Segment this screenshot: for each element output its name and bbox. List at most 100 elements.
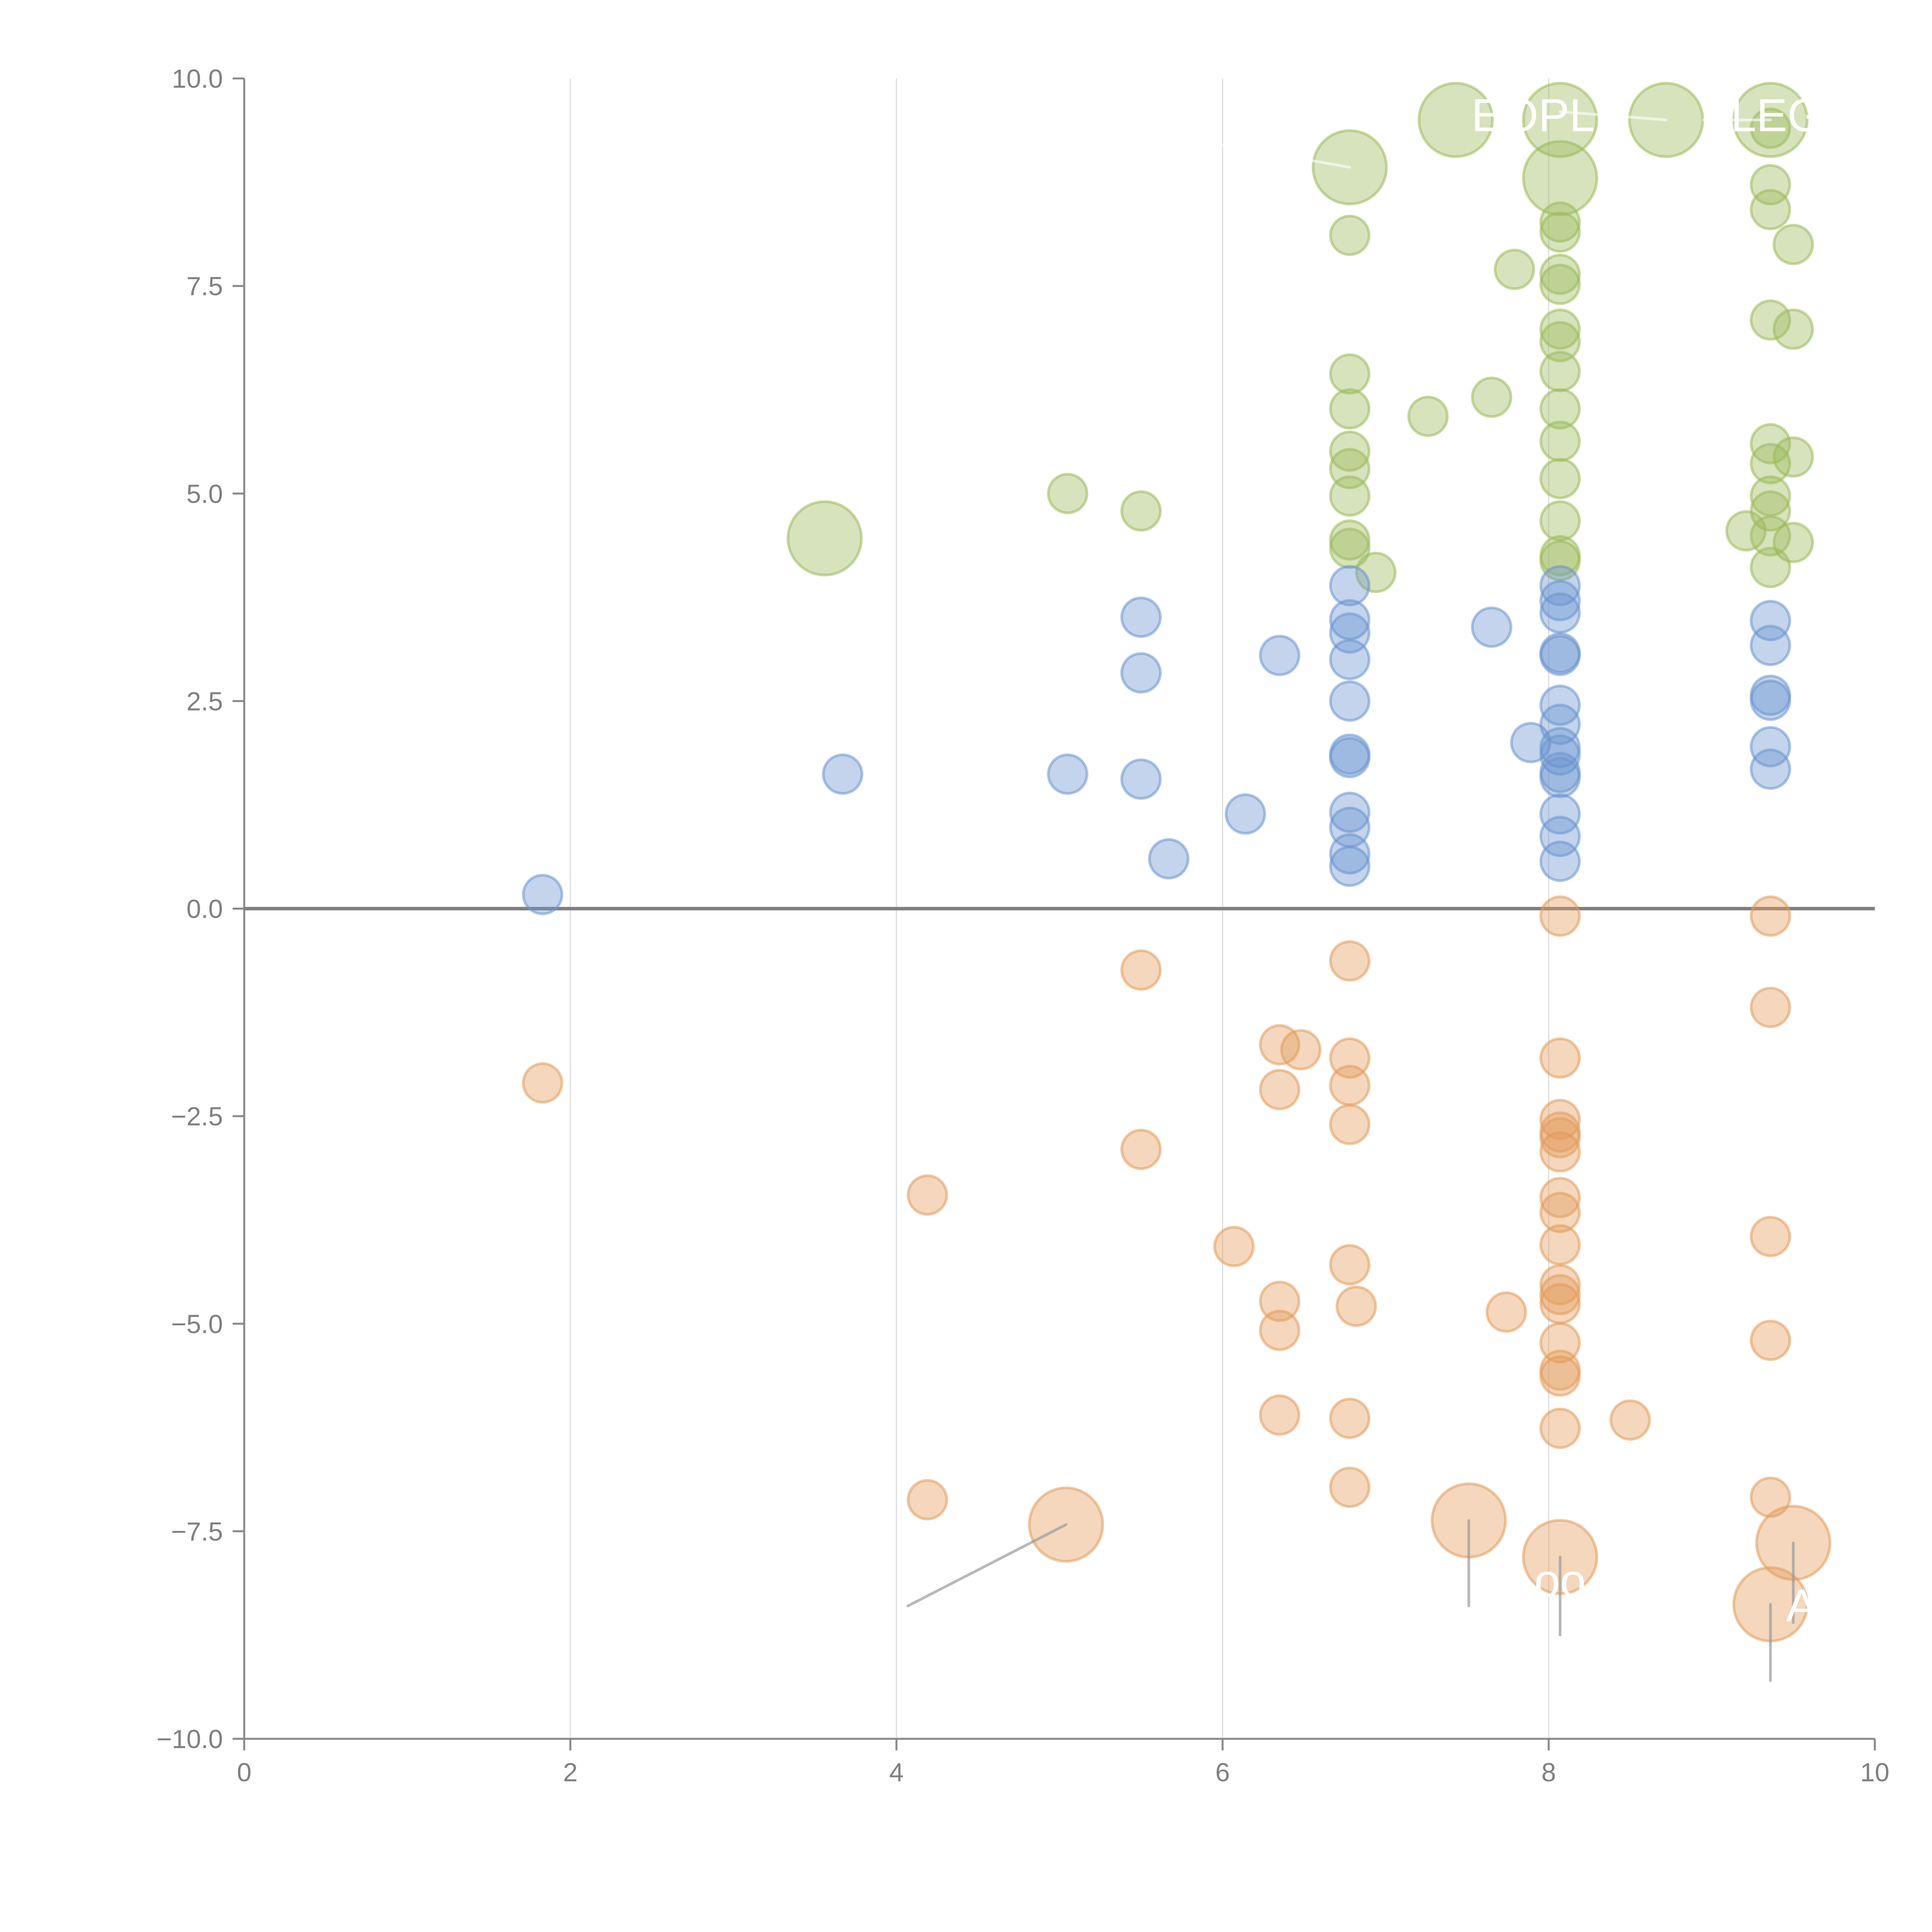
data-point-blue — [1329, 639, 1371, 680]
data-point-green — [1539, 420, 1581, 462]
leader-lines — [906, 110, 1795, 1682]
x-tick-label: 2 — [563, 1758, 578, 1787]
data-point-green — [1355, 551, 1397, 593]
data-point-blue — [1750, 726, 1791, 768]
data-point-orange — [1539, 1177, 1581, 1218]
data-point-green — [1725, 510, 1767, 552]
data-point-blue — [522, 874, 563, 915]
data-point-green — [1772, 436, 1814, 478]
data-point-blue — [1539, 757, 1581, 798]
y-tick-label: 0.0 — [186, 895, 223, 924]
data-point-blue — [1539, 734, 1581, 776]
y-tick-label: −5.0 — [171, 1310, 223, 1339]
point-label: A — [1786, 1580, 1817, 1631]
data-point-blue — [1148, 838, 1190, 880]
leader-line — [1221, 143, 1351, 169]
data-point-blue — [1539, 704, 1581, 745]
data-point-blue — [1539, 634, 1581, 676]
y-axis-ticks: 10.0 7.5 5.0 2.5 0.0 −2.5 −5.0 −7.5 −10.0 — [156, 64, 244, 1754]
data-point-blue — [1750, 624, 1791, 666]
data-point-green — [1750, 546, 1791, 588]
x-tick-label: 0 — [237, 1758, 252, 1787]
data-point-orange — [1259, 1310, 1301, 1351]
data-point-green — [1539, 264, 1581, 305]
data-point-green — [1539, 308, 1581, 350]
data-point-green — [1417, 82, 1494, 158]
data-point-green — [1329, 388, 1371, 430]
data-point-orange — [1120, 949, 1162, 991]
data-point-blue — [822, 753, 864, 795]
y-tick-label: 10.0 — [172, 64, 223, 94]
x-tick-label: 4 — [889, 1758, 904, 1787]
data-point-orange — [1329, 1065, 1371, 1106]
data-point-green — [1539, 201, 1581, 243]
data-point-orange — [1335, 1286, 1377, 1327]
data-point-green — [1329, 475, 1371, 517]
data-point-orange — [1329, 940, 1371, 982]
data-point-blue — [1329, 791, 1371, 833]
data-point-green — [1329, 430, 1371, 472]
data-point-orange — [1539, 1283, 1581, 1325]
data-point-orange — [1259, 1069, 1301, 1111]
data-point-orange — [1259, 1394, 1301, 1436]
data-point-orange — [1280, 1029, 1322, 1071]
y-tick-label: 5.0 — [186, 479, 223, 509]
data-point-blue — [1750, 748, 1791, 790]
point-label: oo — [1534, 1555, 1586, 1607]
data-point-green — [1539, 388, 1581, 430]
y-tick-label: 2.5 — [186, 687, 223, 716]
data-point-orange — [1539, 1274, 1581, 1316]
data-point-blue — [1329, 736, 1371, 778]
data-point-blue — [1539, 840, 1581, 882]
data-point-green — [1522, 82, 1599, 158]
data-point-orange — [1539, 1224, 1581, 1266]
data-point-orange — [1329, 1466, 1371, 1508]
point-label: EOPLE — [1471, 90, 1626, 141]
data-point-green — [1471, 376, 1512, 418]
data-point-orange — [1485, 1291, 1527, 1333]
data-point-green — [1539, 500, 1581, 542]
data-point-blue — [1539, 793, 1581, 835]
data-point-green — [1120, 490, 1162, 532]
data-point-green — [786, 500, 863, 577]
leader-line — [906, 1523, 1068, 1607]
y-tick-label: −2.5 — [171, 1102, 223, 1131]
data-point-blue — [1259, 634, 1301, 676]
data-point-orange — [1329, 1398, 1371, 1439]
data-point-orange — [1329, 1104, 1371, 1145]
point-label: LEG — [1731, 90, 1823, 141]
data-point-green — [1407, 395, 1449, 437]
data-point-green — [1539, 350, 1581, 392]
data-point-green — [1750, 107, 1791, 149]
data-point-orange — [1750, 1216, 1791, 1257]
data-points — [522, 82, 1832, 1643]
data-point-green — [1522, 140, 1599, 216]
leader-line — [1559, 110, 1668, 121]
data-point-blue — [1120, 652, 1162, 694]
data-point-orange — [1609, 1399, 1651, 1441]
point-labels: EOPLE LEG oo A — [1471, 90, 1823, 1632]
data-point-green — [1750, 299, 1791, 341]
data-point-blue — [1329, 565, 1371, 607]
data-point-green — [1772, 224, 1814, 265]
data-point-orange — [906, 1479, 948, 1520]
y-tick-label: −7.5 — [171, 1517, 223, 1546]
data-point-green — [1493, 248, 1535, 290]
data-point-orange — [1539, 1117, 1581, 1158]
data-point-green — [1539, 211, 1581, 253]
data-point-green — [1750, 515, 1791, 557]
y-tick-label: −10.0 — [156, 1725, 223, 1754]
data-point-blue — [1120, 758, 1162, 800]
data-point-orange — [1539, 1037, 1581, 1079]
data-point-orange — [906, 1174, 948, 1216]
data-point-orange — [1120, 1129, 1162, 1170]
data-point-blue — [1047, 753, 1088, 795]
data-point-orange — [1750, 1320, 1791, 1361]
data-point-green — [1772, 308, 1814, 350]
data-point-orange — [1213, 1226, 1255, 1267]
data-point-orange — [1750, 1476, 1791, 1518]
data-point-green — [1539, 321, 1581, 362]
data-point-orange — [1539, 895, 1581, 937]
x-axis-ticks: 0 2 4 6 8 10 — [237, 1739, 1889, 1787]
